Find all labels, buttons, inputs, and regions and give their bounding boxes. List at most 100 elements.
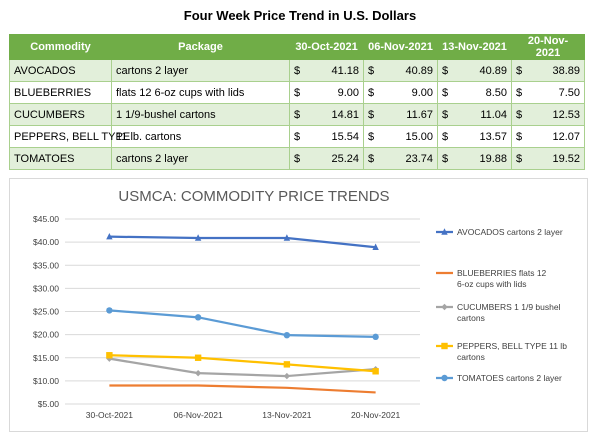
currency-symbol: $	[437, 81, 458, 104]
x-tick-label: 13-Nov-2021	[262, 410, 311, 420]
data-point	[372, 368, 379, 375]
package-cell: cartons 2 layer	[111, 59, 290, 82]
price-cell: 40.89	[383, 59, 439, 82]
table-row: CUCUMBERS 1 1/9-bushel cartons $14.81 $11.6…	[9, 103, 586, 126]
currency-symbol: $	[511, 59, 532, 82]
series	[109, 384, 376, 394]
currency-symbol: $	[289, 147, 310, 170]
series-line	[109, 354, 376, 373]
y-tick-label: $20.00	[33, 330, 59, 340]
series-line	[109, 384, 376, 394]
legend-entry: PEPPERS, BELL TYPE 11 lb cartons	[436, 341, 567, 362]
price-cell: 23.74	[383, 147, 439, 170]
currency-symbol: $	[511, 125, 532, 148]
currency-symbol: $	[289, 59, 310, 82]
price-cell: 19.52	[531, 147, 586, 170]
currency-symbol: $	[437, 103, 458, 126]
header-commodity: Commodity	[9, 34, 112, 60]
price-cell: 14.81	[309, 103, 364, 126]
y-tick-label: $45.00	[33, 214, 59, 224]
series	[106, 307, 379, 341]
series-line	[109, 309, 376, 338]
price-cell: 7.50	[531, 81, 586, 104]
line-chart: USMCA: COMMODITY PRICE TRENDS $5.00 $10.0…	[33, 188, 567, 420]
price-cell: 15.00	[383, 125, 439, 148]
chart-title: USMCA: COMMODITY PRICE TRENDS	[118, 188, 389, 205]
currency-symbol: $	[511, 147, 532, 170]
data-point	[441, 303, 448, 311]
table-row: AVOCADOS cartons 2 layer $41.18 $40.89 $40.8…	[9, 59, 586, 82]
data-point	[441, 228, 448, 235]
commodity-cell: PEPPERS, BELL TYPE	[9, 125, 130, 148]
chart-container: USMCA: COMMODITY PRICE TRENDS $5.00 $10.0…	[9, 178, 588, 432]
package-cell: 1 1/9-bushel cartons	[111, 103, 290, 126]
currency-symbol: $	[289, 81, 310, 104]
y-tick-label: $5.00	[38, 399, 60, 409]
package-cell: cartons 2 layer	[111, 147, 290, 170]
table-row: BLUEBERRIES flats 12 6-oz cups with lids $…	[9, 81, 586, 104]
data-point	[372, 333, 379, 341]
price-cell: 25.24	[309, 147, 364, 170]
price-cell: 11.67	[383, 103, 439, 126]
header-date-4: 20-Nov-2021	[511, 34, 586, 60]
currency-symbol: $	[289, 125, 310, 148]
data-point	[441, 342, 448, 350]
data-point	[194, 369, 202, 377]
price-cell: 9.00	[383, 81, 439, 104]
y-tick-label: $10.00	[33, 376, 59, 386]
data-point	[372, 243, 379, 250]
y-tick-label: $35.00	[33, 260, 59, 270]
price-table: Commodity Package 30-Oct-2021 06-Nov-202…	[9, 34, 586, 170]
data-point	[283, 372, 291, 380]
y-tick-label: $40.00	[33, 237, 59, 247]
commodity-cell: TOMATOES	[9, 147, 112, 170]
data-point	[194, 314, 202, 321]
commodity-cell: AVOCADOS	[9, 59, 112, 82]
data-point	[106, 352, 113, 359]
data-point	[283, 234, 291, 241]
table-row: TOMATOES cartons 2 layer $25.24 $23.74 $19.8…	[9, 147, 586, 170]
legend-entry: TOMATOES cartons 2 layer	[436, 373, 562, 383]
price-cell: 8.50	[457, 81, 513, 104]
price-cell: 15.54	[309, 125, 364, 148]
series	[106, 352, 379, 375]
price-cell: 19.88	[457, 147, 513, 170]
price-cell: 38.89	[531, 59, 586, 82]
legend-entry: CUCUMBERS 1 1/9 bushel cartons	[436, 302, 561, 323]
package-cell: flats 12 6-oz cups with lids	[111, 81, 290, 104]
currency-symbol: $	[511, 81, 532, 104]
data-point	[106, 307, 113, 314]
table-header-row: Commodity Package 30-Oct-2021 06-Nov-202…	[9, 34, 586, 60]
legend-label: TOMATOES cartons 2 layer	[457, 373, 562, 383]
header-date-1: 30-Oct-2021	[289, 34, 364, 60]
data-point	[283, 331, 291, 339]
currency-symbol: $	[437, 147, 458, 170]
price-cell: 41.18	[309, 59, 364, 82]
commodity-cell: BLUEBERRIES	[9, 81, 112, 104]
currency-symbol: $	[363, 147, 384, 170]
page-title: Four Week Price Trend in U.S. Dollars	[183, 8, 417, 23]
data-point	[441, 374, 448, 382]
currency-symbol: $	[363, 125, 384, 148]
table-row: PEPPERS, BELL TYPE 11 lb. cartons $15.54 $1…	[9, 125, 586, 148]
series-line	[109, 235, 376, 249]
data-point	[194, 354, 202, 361]
package-cell: 11 lb. cartons	[111, 125, 290, 148]
data-point	[106, 232, 113, 240]
price-cell: 9.00	[309, 81, 364, 104]
currency-symbol: $	[363, 81, 384, 104]
legend-label: CUCUMBERS 1 1/9 bushel cartons	[457, 302, 561, 323]
header-package: Package	[111, 34, 290, 60]
legend-entry: BLUEBERRIES flats 12 6-oz cups with lids	[436, 268, 547, 289]
series-line	[109, 357, 376, 378]
x-tick-label: 30-Oct-2021	[86, 410, 134, 420]
header-date-3: 13-Nov-2021	[437, 34, 513, 60]
currency-symbol: $	[363, 59, 384, 82]
commodity-cell: CUCUMBERS	[9, 103, 112, 126]
currency-symbol: $	[437, 125, 458, 148]
currency-symbol: $	[363, 103, 384, 126]
x-tick-label: 06-Nov-2021	[174, 410, 223, 420]
y-tick-label: $30.00	[33, 283, 59, 293]
y-tick-label: $25.00	[33, 307, 59, 317]
header-date-2: 06-Nov-2021	[362, 34, 439, 60]
